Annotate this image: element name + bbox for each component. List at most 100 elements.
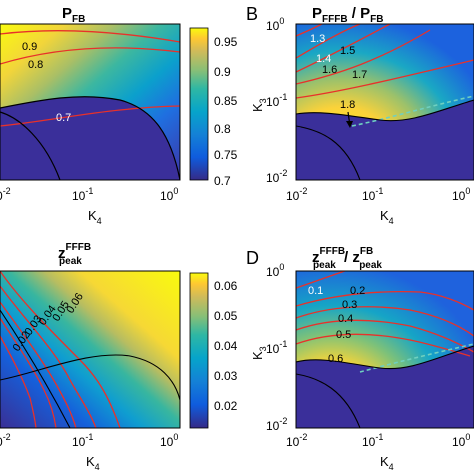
panel-d-contour-label-6: 0.6 <box>328 353 343 365</box>
panel-a-xtick-1: 0-2 <box>0 186 11 203</box>
panel-a-boundary-2 <box>0 111 61 180</box>
panel-b-label: B <box>246 4 258 24</box>
panel-d-xtick-1: 10-2 <box>286 432 307 449</box>
panel-b-contour-label-5: 1.7 <box>352 69 367 81</box>
panel-b-contour-1.5 <box>296 24 391 73</box>
panel-d-contour-label-2: 0.2 <box>350 285 365 297</box>
panel-b-contour-label-1: 1.3 <box>310 33 325 45</box>
panel-a-heatmap <box>0 24 180 180</box>
panel-d-contour-0.2 <box>296 290 474 311</box>
panel-c-contour-0.05 <box>0 285 97 428</box>
panel-c-title: zFFFB peak <box>58 242 91 267</box>
panel-b-boundary-2 <box>296 125 361 180</box>
panel-a-cbtick-2: 0.9 <box>214 65 231 79</box>
panel-d-contour-label-1: 0.1 <box>308 285 323 297</box>
panel-b-xtick-1: 10-2 <box>286 186 307 203</box>
panel-b-title: PFFFB / PFB <box>312 5 383 25</box>
panel-b-contour-1.6 <box>296 29 431 85</box>
panel-d-ytick-2: 10-1 <box>266 339 287 356</box>
panel-b-infeasible-region <box>296 100 474 180</box>
panel-b-y-ticks: 100 10-1 10-2 <box>266 16 287 185</box>
panel-a-xtick-2: 10-1 <box>72 186 93 203</box>
panel-d-contour-0.3 <box>296 306 474 337</box>
panel-b-contour-label-6: 1.8 <box>340 99 355 111</box>
panel-d-dashed-boundary <box>359 343 474 373</box>
panel-d-contour-label-4: 0.4 <box>338 313 353 325</box>
panel-b-ylabel: K3 <box>250 98 268 112</box>
panel-c-xtick-2: 10-1 <box>72 432 93 449</box>
panel-b-xlabel: K4 <box>380 208 394 226</box>
panel-c-cbtick-1: 0.06 <box>214 279 238 293</box>
panel-d: D zFFFB peak / zFB peak 0.1 0.2 0.3 0.4 0.… <box>246 246 474 472</box>
panel-b-heatmap <box>296 24 474 180</box>
panel-b-contour-1.3 <box>296 24 323 37</box>
panel-c-boundary-2 <box>0 309 71 428</box>
panel-a-frame <box>0 23 181 181</box>
panel-c-contour-0.04 <box>0 301 77 428</box>
panel-d-heatmap <box>296 271 474 428</box>
panel-b-contour-label-2: 1.4 <box>316 53 331 65</box>
panel-d-xlabel: K4 <box>380 454 394 472</box>
panel-a-title-sub: FB <box>72 14 85 25</box>
panel-a-contour-0.8 <box>0 47 180 65</box>
panel-a-cbtick-3: 0.85 <box>214 94 238 108</box>
panel-d-boundary-1 <box>296 345 474 370</box>
panel-c-cbtick-2: 0.05 <box>214 309 238 323</box>
panel-d-contour-label-5: 0.5 <box>336 329 351 341</box>
panel-d-title: zFFFB peak / zFB peak <box>312 246 382 271</box>
panel-c-colorbar <box>189 272 209 429</box>
panel-c-boundary-1 <box>0 354 180 401</box>
panel-a-cbtick-1: 0.95 <box>214 35 238 49</box>
panel-a: 0.9 0.8 0.7 PFB 0-2 10-1 100 K4 0.95 0.9… <box>0 5 238 226</box>
panel-c-xlabel: K4 <box>86 454 100 472</box>
panel-a-colorbar <box>189 27 209 181</box>
panel-a-contour-label-3: 0.7 <box>56 112 71 124</box>
svg-text:PFFFB / PFB: PFFFB / PFB <box>312 5 383 25</box>
panel-d-y-ticks: 100 10-1 10-2 <box>266 262 287 433</box>
panel-a-contour-label-1: 0.9 <box>22 41 37 53</box>
panel-a-boundary-1 <box>0 96 180 180</box>
panel-b-contour-label-4: 1.6 <box>322 64 337 76</box>
panel-b-ytick-2: 10-1 <box>266 92 287 109</box>
panel-d-contour-0.1 <box>296 271 346 289</box>
panel-d-infeasible-region <box>296 346 474 428</box>
panel-a-cbtick-5: 0.75 <box>214 148 238 162</box>
panel-a-xlabel: K4 <box>88 208 102 226</box>
panel-c-contour-0.03 <box>0 317 57 428</box>
panel-a-contour-label-2: 0.8 <box>28 59 43 71</box>
panel-b-frame <box>295 23 474 181</box>
panel-c-xtick-1: 0-2 <box>0 432 11 449</box>
panel-a-xtick-3: 100 <box>160 186 178 203</box>
panel-d-ytick-3: 10-2 <box>266 416 287 433</box>
panel-a-contour-0.7 <box>0 105 180 127</box>
panel-d-x-ticks: 10-2 10-1 100 <box>286 432 470 449</box>
panel-b-contour-1.7 <box>296 59 474 99</box>
panel-b-contour-label-3: 1.5 <box>340 45 355 57</box>
panel-c-contour-0.06 <box>0 271 121 428</box>
panel-c-frame <box>0 270 181 429</box>
panel-a-cbtick-6: 0.7 <box>214 174 231 188</box>
panel-b-xtick-3: 100 <box>452 186 470 203</box>
panel-c-field <box>0 271 180 428</box>
panel-c-cbtick-4: 0.03 <box>214 369 238 383</box>
panel-d-ytick-1: 100 <box>266 262 284 279</box>
panel-c-colorbar-ticks: 0.06 0.05 0.04 0.03 0.02 <box>214 279 238 413</box>
panel-d-boundary-2 <box>296 373 361 428</box>
panel-b-arrowhead <box>346 121 353 128</box>
panel-a-x-ticks: 0-2 10-1 100 <box>0 186 178 203</box>
panel-a-colorbar-ticks: 0.95 0.9 0.85 0.8 0.75 0.7 <box>214 35 238 188</box>
panel-a-cbtick-4: 0.8 <box>214 122 231 136</box>
panel-d-xtick-3: 100 <box>452 432 470 449</box>
panel-b-contour-1.4 <box>296 24 361 59</box>
panel-b-ytick-1: 100 <box>266 16 284 33</box>
panel-b-boundary-1 <box>296 99 474 122</box>
panel-b-x-ticks: 10-2 10-1 100 <box>286 186 470 203</box>
panel-a-infeasible-region <box>0 96 180 180</box>
panel-d-frame <box>295 270 474 429</box>
panel-a-title: PFB <box>62 5 85 25</box>
panel-d-contour-0.4 <box>296 319 474 353</box>
panel-b-xtick-2: 10-1 <box>362 186 383 203</box>
